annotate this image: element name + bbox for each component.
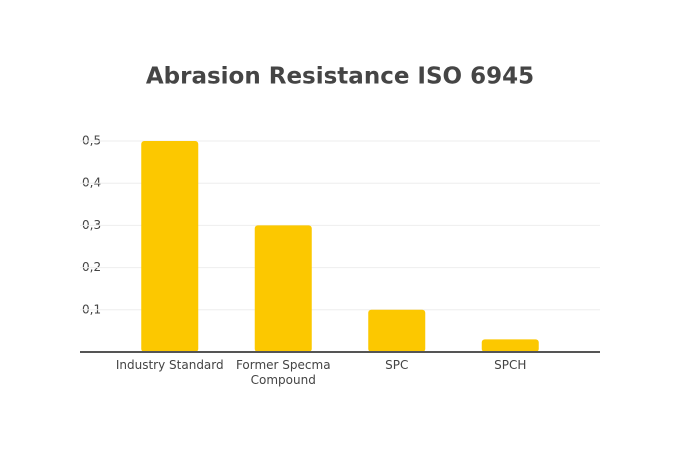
x-tick-label: SPCH [494, 358, 527, 372]
bar [481, 339, 539, 352]
bar [254, 225, 312, 352]
bar [141, 141, 199, 352]
chart-title: Abrasion Resistance ISO 6945 [146, 64, 534, 90]
bar [368, 309, 426, 352]
x-tick-label: SPC [385, 358, 409, 372]
x-tick-label: Industry Standard [115, 358, 224, 372]
x-tick-label: Former Specma Compound [235, 358, 331, 387]
